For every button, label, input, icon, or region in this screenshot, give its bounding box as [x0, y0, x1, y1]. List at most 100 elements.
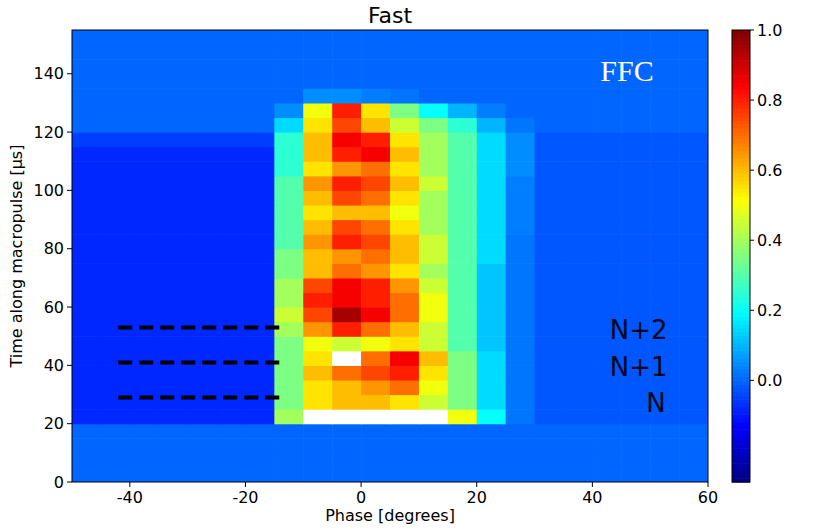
heat-cell: [448, 278, 478, 293]
heat-cell: [390, 351, 420, 366]
heat-cell: [679, 278, 708, 293]
heat-cell: [650, 220, 680, 235]
colorbar-segment: [732, 339, 750, 343]
heat-cell: [101, 263, 131, 278]
heat-cell: [535, 30, 565, 45]
colorbar-segment: [732, 361, 750, 365]
colorbar-segment: [732, 177, 750, 181]
heat-cell: [72, 117, 102, 132]
heat-cell: [621, 190, 651, 205]
heat-cell: [506, 351, 536, 366]
x-tick: [476, 482, 477, 487]
heat-cell: [506, 409, 536, 424]
heat-cell: [506, 117, 536, 132]
heat-cell: [563, 103, 593, 118]
heat-cell: [592, 205, 622, 220]
heat-cell: [390, 365, 420, 380]
heat-cell: [419, 74, 449, 89]
heat-cell: [245, 74, 275, 89]
heat-cell: [419, 205, 449, 220]
y-tick: [67, 73, 72, 74]
heatmap: [72, 30, 708, 482]
heat-cell: [679, 190, 708, 205]
colorbar-segment: [732, 474, 750, 478]
heat-cell: [130, 438, 160, 453]
heat-cell: [361, 380, 391, 395]
heat-cell: [159, 234, 189, 249]
x-tick-label: -40: [117, 488, 143, 507]
heat-cell: [245, 453, 275, 468]
heat-cell: [535, 234, 565, 249]
colorbar-segment: [732, 154, 750, 158]
bunch-label: N+2: [610, 315, 668, 345]
colorbar-segment: [732, 102, 750, 106]
heat-cell: [679, 74, 708, 89]
colorbar-segment: [732, 90, 750, 94]
heat-cell: [332, 438, 362, 453]
colorbar-tick-label: 1.0: [757, 21, 782, 40]
colorbar-segment: [732, 120, 750, 124]
heat-cell: [592, 117, 622, 132]
colorbar-segment: [732, 53, 750, 57]
heat-cell: [650, 176, 680, 191]
heat-cell: [332, 59, 362, 74]
heat-cell: [390, 74, 420, 89]
heat-cell: [563, 161, 593, 176]
heat-cell: [245, 161, 275, 176]
heat-cell: [592, 147, 622, 162]
chart-title: Fast: [368, 3, 413, 28]
heat-cell: [332, 132, 362, 147]
heat-cell: [650, 424, 680, 439]
heat-cell: [303, 278, 333, 293]
heat-cell: [361, 74, 391, 89]
heat-cell: [592, 249, 622, 264]
colorbar-segment: [732, 320, 750, 324]
heat-cell: [217, 220, 247, 235]
heat-cell: [361, 132, 391, 147]
heat-cell: [419, 176, 449, 191]
heat-cell: [188, 220, 218, 235]
colorbar-segment: [732, 41, 750, 45]
heat-cell: [332, 292, 362, 307]
colorbar-segment: [732, 143, 750, 147]
heat-cell: [563, 30, 593, 45]
x-tick: [708, 482, 709, 487]
heat-cell: [535, 88, 565, 103]
heat-cell: [419, 103, 449, 118]
heat-cell: [390, 220, 420, 235]
colorbar-tick-label: 0.2: [757, 301, 782, 320]
heat-cell: [535, 278, 565, 293]
heat-cell: [535, 132, 565, 147]
heat-cell: [679, 307, 708, 322]
heat-cell: [563, 467, 593, 482]
heat-cell: [592, 409, 622, 424]
colorbar-segment: [732, 188, 750, 192]
colorbar-segment: [732, 422, 750, 426]
colorbar-segment: [732, 324, 750, 328]
heat-cell: [217, 88, 247, 103]
colorbar-frame: [732, 30, 750, 482]
heat-cell: [72, 132, 102, 147]
heat-cell: [303, 292, 333, 307]
heat-cell: [448, 409, 478, 424]
colorbar-segment: [732, 377, 750, 381]
heat-cell: [274, 467, 304, 482]
x-tick-label: 20: [467, 488, 487, 507]
heat-cell: [448, 438, 478, 453]
heat-cell: [159, 453, 189, 468]
heat-cell: [679, 263, 708, 278]
colorbar-tick: [750, 310, 754, 311]
heat-cell: [188, 117, 218, 132]
heat-cell: [303, 263, 333, 278]
heat-cell: [448, 234, 478, 249]
heat-cell: [448, 467, 478, 482]
colorbar-segment: [732, 135, 750, 139]
heat-cell: [563, 263, 593, 278]
heat-cell: [130, 132, 160, 147]
heat-cell: [621, 220, 651, 235]
marker-line: [118, 360, 280, 364]
heat-cell: [535, 380, 565, 395]
heat-cell: [159, 336, 189, 351]
heat-cell: [506, 453, 536, 468]
heat-cell: [679, 88, 708, 103]
